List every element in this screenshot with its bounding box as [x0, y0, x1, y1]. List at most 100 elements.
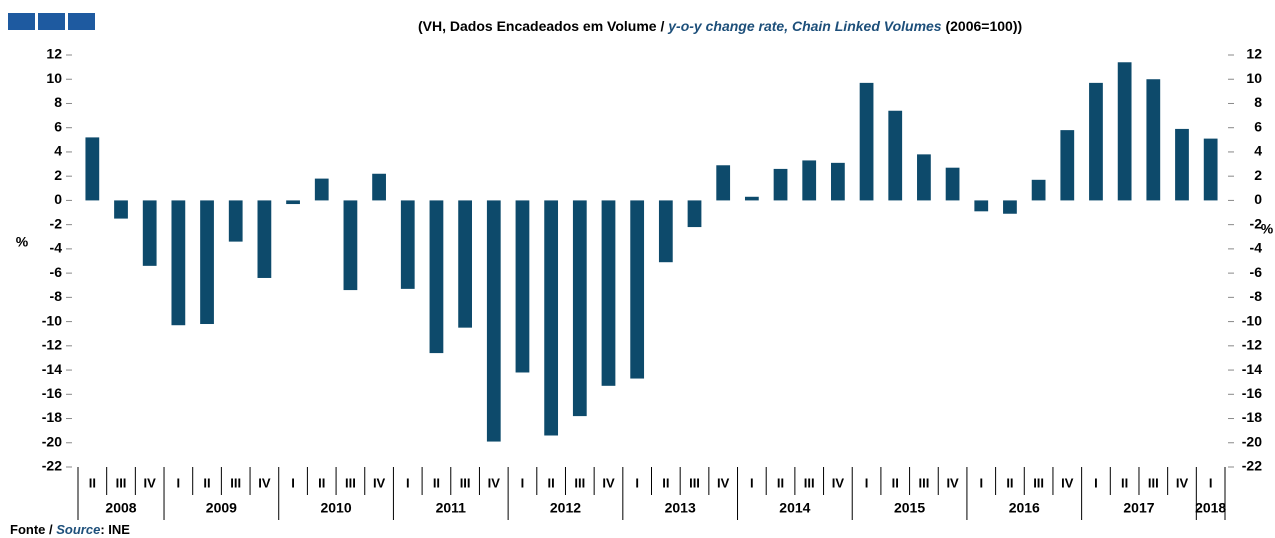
bar	[831, 162, 845, 201]
logo-square	[38, 13, 65, 30]
bar	[400, 200, 415, 289]
y2-tick-label: -2	[1250, 215, 1263, 231]
y-axis-label: %	[16, 234, 29, 250]
y-tick-label: -12	[42, 337, 62, 353]
y2-tick-label: -20	[1242, 433, 1262, 449]
bar	[286, 200, 300, 205]
x-tick-label: IV	[144, 475, 157, 490]
year-label: 2011	[436, 500, 467, 516]
source: Fonte / Source: INE	[10, 522, 130, 537]
title-tail: (2006=100))	[945, 18, 1022, 34]
bar	[716, 165, 731, 201]
year-label: 2010	[320, 500, 351, 516]
bar	[1117, 62, 1132, 201]
y2-axis-label: %	[1261, 221, 1274, 237]
y-tick-label: 12	[46, 46, 62, 62]
x-tick-label: II	[777, 475, 784, 490]
bar	[372, 173, 386, 201]
x-tick-label: II	[318, 475, 325, 490]
bar	[85, 137, 100, 201]
bar	[1203, 138, 1218, 201]
year-label: 2016	[1009, 500, 1040, 516]
bar	[200, 200, 214, 325]
x-tick-label: I	[1094, 475, 1098, 490]
bar	[945, 167, 960, 201]
y-tick-label: 2	[54, 167, 62, 183]
y-tick-label: 0	[54, 191, 62, 207]
logo-square	[68, 13, 95, 30]
x-tick-label: II	[548, 475, 555, 490]
year-label: 2018	[1195, 500, 1226, 516]
chart-title: (VH, Dados Encadeados em Volume / y-o-y …	[418, 18, 1022, 34]
bar	[343, 200, 358, 291]
title-pt: (VH, Dados Encadeados em Volume /	[418, 18, 664, 34]
bar	[458, 200, 472, 328]
x-tick-label: II	[662, 475, 669, 490]
x-tick-label: IV	[258, 475, 271, 490]
x-tick-label: II	[89, 475, 96, 490]
y-tick-label: -14	[42, 361, 62, 377]
y2-tick-label: 2	[1254, 167, 1262, 183]
x-tick-label: III	[230, 475, 241, 490]
y-tick-label: -2	[50, 215, 63, 231]
x-tick-label: IV	[946, 475, 959, 490]
logo-square	[8, 13, 35, 30]
y-tick-label: -16	[42, 385, 62, 401]
year-label: 2008	[105, 500, 136, 516]
x-tick-label: IV	[832, 475, 845, 490]
x-tick-label: II	[1121, 475, 1128, 490]
y2-tick-label: 6	[1254, 118, 1262, 134]
bar	[859, 82, 874, 201]
x-tick-label: III	[574, 475, 585, 490]
x-tick-label: III	[689, 475, 700, 490]
x-tick-label: III	[116, 475, 127, 490]
y-tick-label: -18	[42, 409, 62, 425]
x-tick-label: IV	[602, 475, 615, 490]
x-tick-label: III	[460, 475, 471, 490]
bar	[658, 200, 673, 263]
y-tick-label: 6	[54, 118, 62, 134]
y2-tick-label: 12	[1246, 46, 1262, 62]
year-label: 2017	[1123, 500, 1154, 516]
y2-tick-label: 8	[1254, 94, 1262, 110]
bar	[515, 200, 530, 373]
x-tick-label: III	[918, 475, 929, 490]
y-tick-label: -8	[50, 288, 63, 304]
bar	[802, 160, 817, 201]
bar	[486, 200, 501, 442]
bar	[974, 200, 989, 212]
x-tick-label: I	[979, 475, 983, 490]
bar	[114, 200, 128, 219]
bar	[687, 200, 702, 228]
bar	[228, 200, 243, 242]
x-tick-label: IV	[488, 475, 501, 490]
y2-tick-label: -18	[1242, 409, 1262, 425]
x-tick-label: III	[1148, 475, 1159, 490]
bar	[1031, 179, 1046, 201]
source-pt: Fonte /	[10, 522, 53, 537]
year-label: 2015	[894, 500, 925, 516]
x-tick-label: I	[865, 475, 869, 490]
bar	[601, 200, 616, 386]
y2-tick-label: 4	[1254, 143, 1262, 159]
x-tick-label: IV	[717, 475, 730, 490]
y-tick-label: -10	[42, 312, 62, 328]
x-tick-label: I	[177, 475, 181, 490]
x-tick-label: IV	[373, 475, 386, 490]
y2-tick-label: 0	[1254, 191, 1262, 207]
source-en: Source	[56, 522, 100, 537]
y-tick-label: -4	[50, 240, 63, 256]
y2-tick-label: -6	[1250, 264, 1263, 280]
y2-tick-label: -22	[1242, 458, 1262, 474]
x-tick-label: II	[892, 475, 899, 490]
bar	[171, 200, 186, 326]
y2-tick-label: -4	[1250, 240, 1263, 256]
year-label: 2012	[550, 500, 581, 516]
y-tick-label: -6	[50, 264, 63, 280]
x-tick-label: I	[750, 475, 754, 490]
year-label: 2009	[206, 500, 237, 516]
bar	[1175, 128, 1189, 201]
bar	[429, 200, 444, 354]
x-tick-label: I	[1209, 475, 1213, 490]
